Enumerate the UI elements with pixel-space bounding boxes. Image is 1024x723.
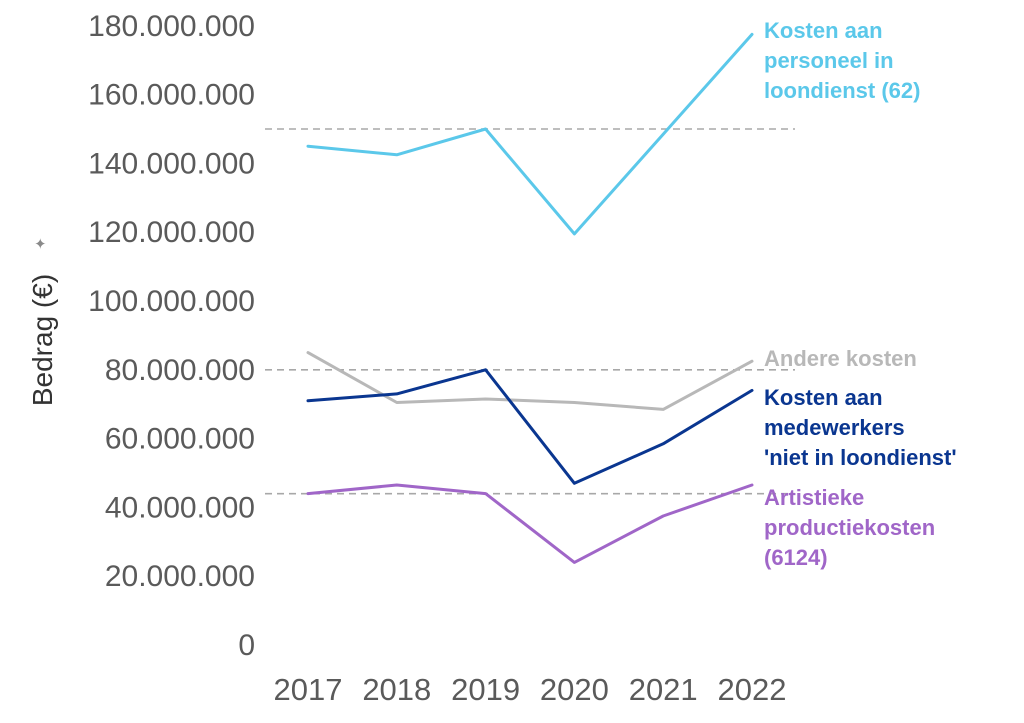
series-label-line: loondienst (62): [764, 78, 920, 103]
series-label-line: productiekosten: [764, 515, 935, 540]
y-tick-label: 60.000.000: [105, 423, 255, 456]
x-tick-label: 2018: [362, 672, 431, 707]
series-label-line: Artistieke: [764, 485, 864, 510]
x-axis-ticks: 2017 2018 2019 2020 2021 2022: [274, 672, 787, 707]
x-tick-label: 2019: [451, 672, 520, 707]
y-tick-label: 180.000.000: [88, 10, 255, 43]
y-axis-ticks: 0 20.000.000 40.000.000 60.000.000 80.000.00…: [88, 10, 255, 662]
series-label-line: Kosten aan: [764, 18, 883, 43]
x-tick-label: 2022: [718, 672, 787, 707]
series-line[interactable]: [306, 368, 754, 485]
series-label: Artistieke productiekosten (6124): [764, 485, 935, 570]
x-tick-label: 2021: [629, 672, 698, 707]
y-tick-label: 120.000.000: [88, 216, 255, 249]
series-line[interactable]: [306, 32, 754, 236]
series-label: Kosten aan personeel in loondienst (62): [764, 18, 920, 103]
y-tick-label: 140.000.000: [88, 147, 255, 180]
series-label: Kosten aan medewerkers 'niet in loondienst…: [764, 385, 957, 470]
series-label-line: Kosten aan: [764, 385, 883, 410]
pin-icon[interactable]: ✦: [34, 236, 47, 253]
y-tick-label: 40.000.000: [105, 491, 255, 524]
y-tick-label: 160.000.000: [88, 79, 255, 112]
series-labels: Kosten aan personeel in loondienst (62) And…: [764, 18, 957, 570]
y-tick-label: 80.000.000: [105, 354, 255, 387]
reference-lines: [265, 128, 795, 495]
y-tick-label: 20.000.000: [105, 560, 255, 593]
series-line[interactable]: [306, 351, 754, 411]
series-label: Andere kosten: [764, 346, 917, 371]
y-tick-label: 100.000.000: [88, 285, 255, 318]
series-lines: [306, 32, 754, 564]
series-label-line: (6124): [764, 545, 828, 570]
series-label-line: Andere kosten: [764, 346, 917, 371]
series-label-line: 'niet in loondienst': [764, 445, 957, 470]
y-axis-label: Bedrag (€): [27, 274, 58, 406]
series-label-line: medewerkers: [764, 415, 905, 440]
series-label-line: personeel in: [764, 48, 894, 73]
y-tick-label: 0: [238, 629, 255, 662]
x-tick-label: 2017: [274, 672, 343, 707]
x-tick-label: 2020: [540, 672, 609, 707]
y-axis-title: Bedrag (€): [27, 274, 58, 406]
series-line[interactable]: [306, 483, 754, 564]
